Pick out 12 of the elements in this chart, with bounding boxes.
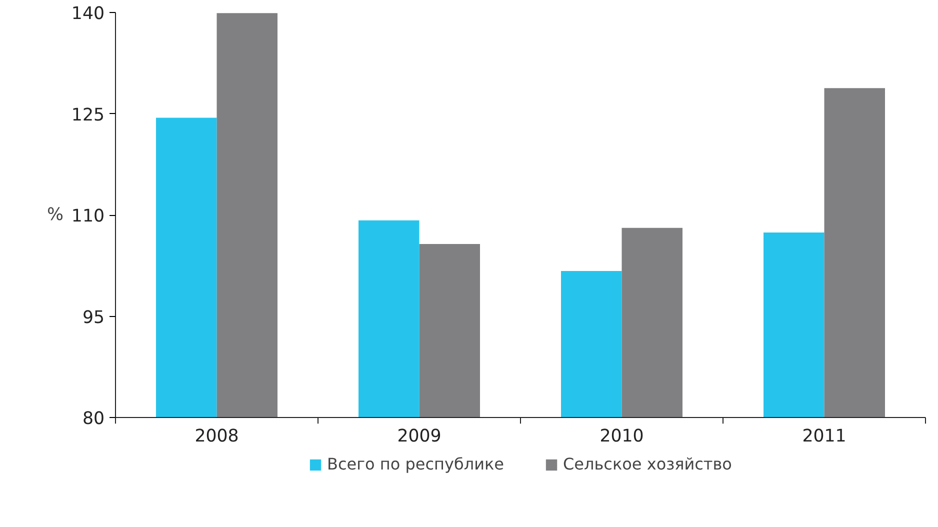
x-tick-label: 2009	[397, 426, 442, 446]
y-tick-label: 80	[82, 409, 105, 429]
x-tick-label: 2008	[194, 426, 239, 446]
y-tick-label: 110	[71, 206, 105, 226]
y-tick-label: 95	[82, 308, 105, 328]
x-tick-label: 2010	[600, 426, 644, 446]
y-tick-label: 125	[71, 105, 105, 126]
x-tick-label: 2011	[802, 426, 846, 446]
legend-label: Сельское хозяйство	[562, 454, 732, 474]
legend-label: Всего по республике	[327, 454, 504, 474]
y-tick-label: 140	[71, 4, 105, 24]
y-axis-title: %	[46, 205, 64, 225]
